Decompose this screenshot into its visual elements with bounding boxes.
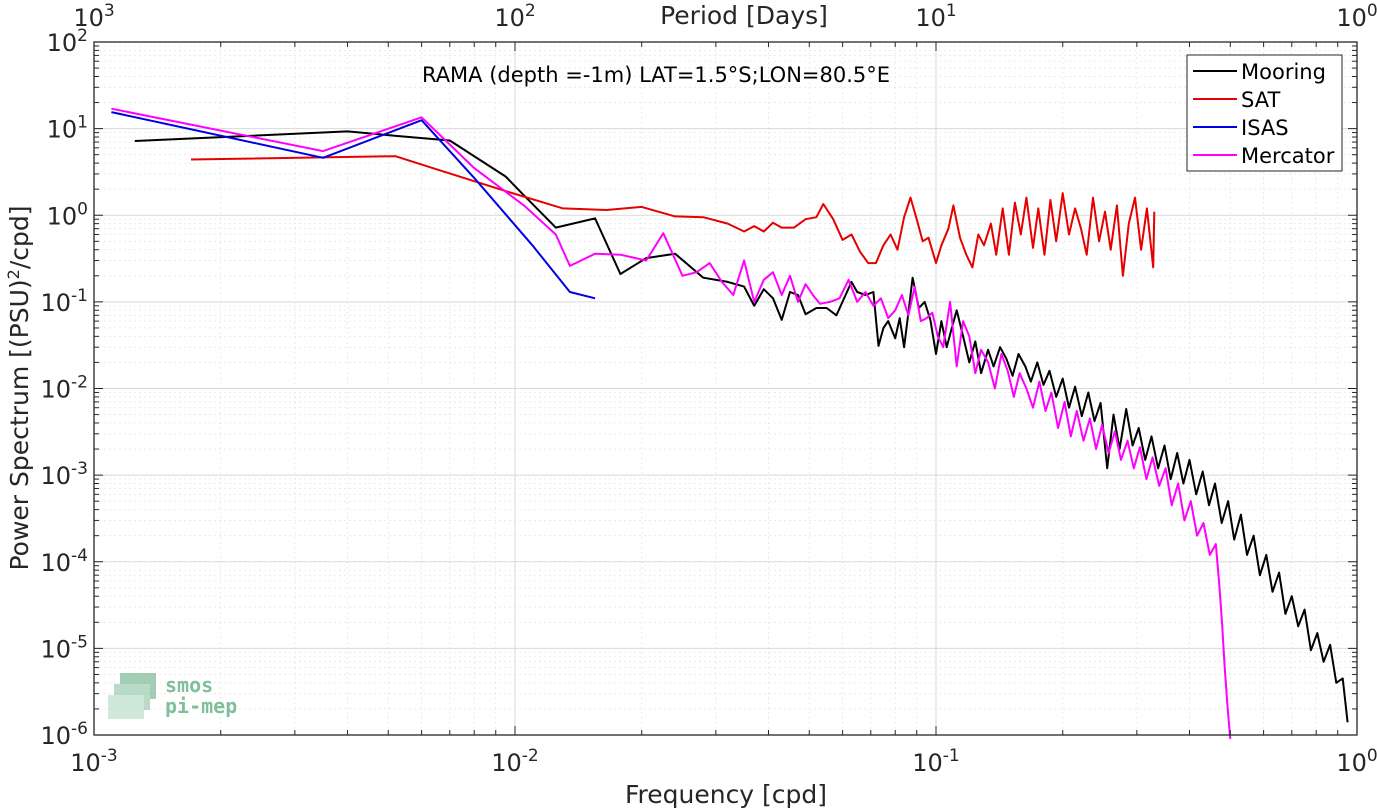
top-tick-label-exponent: 3 [104, 1, 115, 21]
y-axis-title: Power Spectrum [(PSU)2/cpd] [4, 206, 35, 571]
y-tick-label-base: 10 [47, 202, 78, 230]
y-axis-title-tail: /cpd] [5, 206, 34, 270]
top-tick-label-exponent: 0 [1367, 1, 1377, 21]
top-tick-label: 101 [915, 1, 956, 32]
legend-label-mercator: Mercator [1241, 144, 1335, 168]
tick-marks [93, 41, 1358, 736]
x-tick-label-base: 10 [491, 749, 522, 777]
station-annotation: RAMA (depth =-1m) LAT=1.5°S;LON=80.5°E [422, 63, 890, 87]
top-tick-label-base: 10 [494, 4, 525, 32]
y-tick-label-exponent: -1 [71, 286, 88, 306]
x-tick-label-exponent: 0 [1367, 746, 1377, 766]
series-line-isas [111, 111, 596, 300]
top-tick-label: 100 [1336, 1, 1377, 32]
y-tick-label-base: 10 [41, 376, 72, 404]
x-tick-label-base: 10 [912, 749, 943, 777]
y-tick-label-exponent: -4 [71, 546, 88, 566]
legend-label-isas: ISAS [1241, 116, 1289, 140]
y-tick-label-exponent: -6 [71, 719, 88, 739]
top-tick-label-base: 10 [1336, 4, 1367, 32]
x-tick-label-exponent: -1 [943, 746, 960, 766]
top-tick-label: 102 [494, 1, 535, 32]
top-tick-label-exponent: 2 [525, 1, 536, 21]
y-tick-label-exponent: -3 [71, 459, 88, 479]
y-tick-label-exponent: 2 [77, 26, 88, 46]
grid [93, 42, 1357, 736]
logo-line-1: smos [165, 673, 213, 697]
y-tick-label-exponent: 1 [77, 113, 88, 133]
y-tick-label-exponent: 0 [77, 199, 88, 219]
x-axis-title: Frequency [cpd] [625, 780, 827, 809]
series-line-mooring [134, 130, 1349, 723]
y-tick-label-base: 10 [41, 635, 72, 663]
logo-line-2: pi-mep [165, 694, 237, 718]
x-tick-label-exponent: -3 [101, 746, 118, 766]
y-tick-label: 100 [47, 199, 88, 230]
y-tick-label-base: 10 [47, 29, 78, 57]
top-tick-label: 103 [73, 1, 114, 32]
y-tick-label-exponent: -5 [71, 632, 88, 652]
top-tick-label-exponent: 1 [946, 1, 957, 21]
series-layer [111, 107, 1349, 740]
logo-emblem [108, 673, 156, 719]
legend-label-sat: SAT [1241, 88, 1280, 112]
x-tick-label-base: 10 [70, 749, 101, 777]
smos-pi-mep-logo: smos pi-mep [108, 673, 237, 719]
y-tick-label-base: 10 [41, 289, 72, 317]
y-axis-title-sup: 2 [4, 269, 23, 279]
top-axis-title: Period [Days] [660, 1, 828, 30]
x-tick-label: 10-3 [70, 746, 118, 777]
top-tick-label-base: 10 [73, 4, 104, 32]
y-tick-label: 10-4 [41, 546, 89, 577]
x-tick-label: 100 [1336, 746, 1377, 777]
y-tick-label: 10-1 [41, 286, 89, 317]
y-tick-label: 10-3 [41, 459, 89, 490]
series-line-sat [190, 155, 1156, 277]
y-tick-label: 101 [47, 113, 88, 144]
y-tick-label: 102 [47, 26, 88, 57]
x-tick-label: 10-1 [912, 746, 960, 777]
x-tick-label-base: 10 [1336, 749, 1367, 777]
y-tick-label: 10-6 [41, 719, 89, 750]
series-line-mercator [111, 107, 1232, 740]
y-tick-label-base: 10 [41, 549, 72, 577]
x-tick-label: 10-2 [491, 746, 539, 777]
y-tick-label-base: 10 [41, 722, 72, 750]
y-tick-label-base: 10 [41, 462, 72, 490]
top-tick-label-base: 10 [915, 4, 946, 32]
legend: Mooring SAT ISAS Mercator [1186, 54, 1343, 172]
legend-box [1186, 54, 1343, 172]
y-axis-title-main: Power Spectrum [(PSU) [5, 279, 34, 570]
y-tick-label: 10-2 [41, 373, 89, 404]
y-tick-label-base: 10 [47, 116, 78, 144]
y-tick-label-exponent: -2 [71, 373, 88, 393]
y-tick-label: 10-5 [41, 632, 89, 663]
x-tick-label-exponent: -2 [522, 746, 539, 766]
legend-label-mooring: Mooring [1241, 60, 1326, 84]
